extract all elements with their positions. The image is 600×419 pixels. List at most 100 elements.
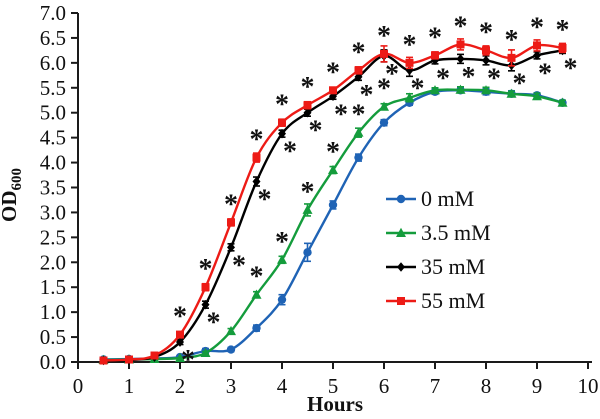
data-point-marker bbox=[455, 84, 466, 94]
y-axis-title-subscript: 600 bbox=[9, 168, 25, 191]
data-point-marker bbox=[506, 88, 517, 98]
significance-asterisk: * bbox=[283, 137, 297, 168]
y-tick-label: 6.5 bbox=[40, 26, 66, 50]
data-point-marker bbox=[328, 164, 338, 175]
x-tick-label: 9 bbox=[532, 374, 543, 398]
data-point-marker bbox=[431, 51, 439, 60]
significance-asterisk: * bbox=[556, 15, 570, 46]
significance-asterisk: * bbox=[199, 254, 213, 285]
data-point-marker bbox=[278, 118, 286, 127]
significance-asterisk: * bbox=[258, 185, 272, 216]
y-tick-label: 2.5 bbox=[40, 225, 66, 249]
data-point-marker bbox=[99, 356, 108, 365]
significance-asterisk: * bbox=[326, 57, 340, 88]
significance-asterisk: * bbox=[513, 68, 527, 99]
y-tick-label: 0.0 bbox=[40, 350, 66, 374]
significance-asterisk: * bbox=[224, 189, 238, 220]
data-point-marker bbox=[456, 54, 465, 64]
significance-asterisk: * bbox=[301, 72, 315, 103]
legend-swatch-marker bbox=[397, 297, 405, 305]
significance-asterisk: * bbox=[377, 21, 391, 52]
data-point-marker bbox=[328, 200, 338, 210]
data-point-marker bbox=[354, 66, 363, 75]
data-point-marker bbox=[405, 58, 414, 67]
x-tick-label: 1 bbox=[124, 374, 135, 398]
y-tick-label: 5.5 bbox=[40, 76, 66, 100]
significance-asterisk: * bbox=[479, 17, 493, 48]
legend-label: 55 mM bbox=[421, 288, 485, 313]
data-point-marker bbox=[302, 204, 313, 214]
legend-label: 3.5 mM bbox=[421, 220, 491, 245]
significance-asterisk: * bbox=[275, 227, 289, 258]
significance-asterisk: * bbox=[181, 345, 195, 376]
x-axis-title: Hours bbox=[307, 392, 363, 416]
y-tick-label: 2.0 bbox=[40, 250, 66, 274]
significance-asterisk: * bbox=[487, 63, 501, 94]
data-point-marker bbox=[482, 46, 490, 55]
significance-asterisk: * bbox=[352, 100, 366, 131]
significance-asterisk: * bbox=[411, 73, 425, 104]
significance-asterisk: * bbox=[538, 58, 552, 89]
data-point-marker bbox=[303, 101, 312, 110]
x-tick-label: 5 bbox=[328, 374, 339, 398]
data-point-marker bbox=[227, 218, 235, 227]
significance-asterisk: * bbox=[454, 11, 468, 42]
legend-swatch-marker bbox=[396, 194, 406, 204]
x-tick-label: 4 bbox=[277, 374, 288, 398]
data-point-marker bbox=[252, 153, 261, 162]
data-point-marker bbox=[404, 92, 415, 102]
data-point-marker bbox=[303, 248, 312, 257]
y-tick-label: 7.0 bbox=[40, 1, 66, 25]
y-tick-label: 0.5 bbox=[40, 325, 66, 349]
y-tick-label: 1.5 bbox=[40, 275, 66, 299]
data-point-marker bbox=[533, 50, 541, 61]
significance-asterisk: * bbox=[352, 37, 366, 68]
data-point-marker bbox=[557, 97, 568, 107]
data-point-marker bbox=[481, 85, 491, 95]
data-point-marker bbox=[329, 86, 337, 95]
data-point-marker bbox=[201, 283, 210, 292]
x-tick-label: 2 bbox=[175, 374, 186, 398]
data-point-marker bbox=[176, 337, 184, 347]
data-point-marker bbox=[533, 41, 541, 50]
significance-asterisk: * bbox=[428, 22, 442, 53]
legend-label: 35 mM bbox=[421, 254, 485, 279]
significance-asterisk: * bbox=[207, 308, 221, 339]
legend-label: 0 mM bbox=[421, 186, 474, 211]
significance-asterisk: * bbox=[530, 12, 544, 43]
significance-asterisk: * bbox=[505, 25, 519, 56]
x-tick-label: 7 bbox=[430, 374, 441, 398]
data-point-marker bbox=[482, 55, 490, 66]
data-point-marker bbox=[125, 355, 133, 364]
data-point-marker bbox=[430, 85, 440, 95]
data-point-marker bbox=[251, 289, 262, 299]
data-point-marker bbox=[379, 101, 389, 111]
significance-asterisk: * bbox=[377, 74, 391, 105]
data-point-marker bbox=[558, 43, 567, 52]
x-tick-label: 3 bbox=[226, 374, 237, 398]
data-point-marker bbox=[200, 347, 211, 358]
significance-asterisk: * bbox=[275, 90, 289, 121]
data-point-marker bbox=[456, 40, 465, 49]
data-point-marker bbox=[353, 127, 364, 137]
significance-asterisk: * bbox=[360, 80, 374, 111]
y-tick-label: 3.0 bbox=[40, 200, 66, 224]
significance-asterisk: * bbox=[334, 99, 348, 130]
legend-swatch-marker bbox=[397, 262, 405, 272]
data-point-marker bbox=[252, 323, 261, 333]
data-point-marker bbox=[532, 91, 542, 101]
data-point-marker bbox=[507, 53, 516, 62]
y-tick-label: 5.0 bbox=[40, 101, 66, 125]
y-axis-title-text: OD bbox=[0, 191, 21, 223]
significance-asterisk: * bbox=[250, 125, 264, 156]
data-point-marker bbox=[201, 299, 210, 310]
y-tick-label: 4.5 bbox=[40, 126, 66, 150]
x-tick-label: 0 bbox=[73, 374, 84, 398]
y-axis-title: OD600 bbox=[0, 168, 25, 222]
data-point-marker bbox=[379, 118, 389, 127]
y-tick-label: 3.5 bbox=[40, 176, 66, 200]
y-tick-label: 1.0 bbox=[40, 300, 66, 324]
x-tick-label: 6 bbox=[379, 374, 390, 398]
